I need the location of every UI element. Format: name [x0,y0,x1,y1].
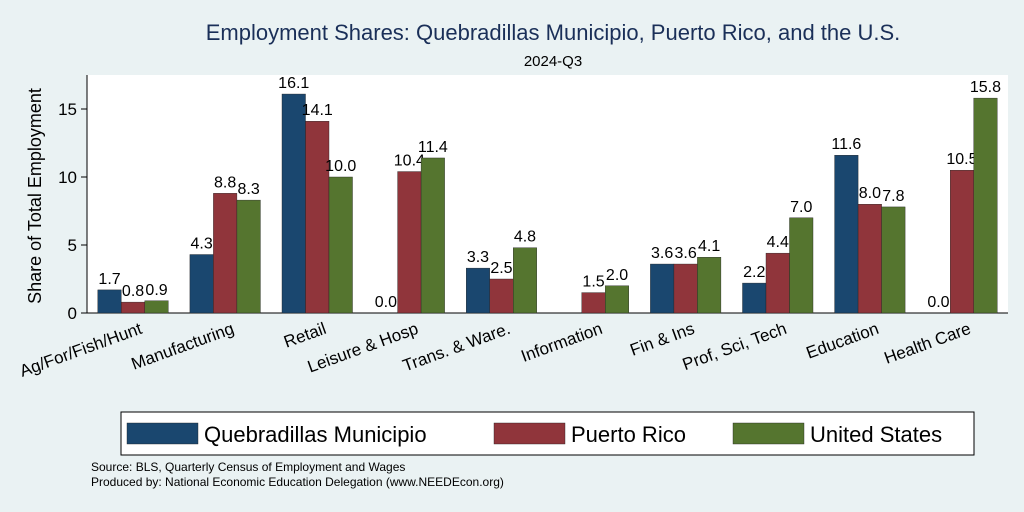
bar-value-label: 8.8 [214,174,236,191]
bar [973,97,998,314]
bar [420,157,445,314]
x-tick-label: Prof, Sci, Tech [680,319,789,374]
y-tick-label: 5 [68,236,77,255]
bar [697,257,722,314]
bar [834,155,859,314]
x-tick-label: Manufacturing [129,319,237,374]
x-tick-label: Education [804,319,882,363]
legend: Quebradillas Municipio Puerto Rico United … [120,411,975,456]
bar-value-label: 11.6 [831,136,861,153]
bar [581,292,606,314]
bar-value-label: 4.8 [514,229,536,246]
bar-value-label: 7.8 [882,188,904,205]
y-tick-label: 0 [68,304,77,323]
bar-value-label: 10.4 [394,153,425,170]
bar-value-label: 2.0 [606,267,628,284]
bar [605,285,629,314]
x-tick-label: Retail [281,319,328,352]
bar [281,93,306,314]
bar-value-label: 3.6 [651,245,673,262]
bar-value-label: 14.1 [302,102,333,119]
bar [305,121,330,314]
bar-value-label: 8.3 [238,181,260,198]
bar-value-label: 0.9 [145,282,167,299]
bar-value-label: 0.0 [927,294,949,311]
bar-value-label: 0.8 [122,283,144,300]
x-tick-label: Information [519,319,605,366]
bar [513,247,537,314]
bar [742,282,767,314]
chart-title: Employment Shares: Quebradillas Municipi… [206,20,901,45]
bar-value-label: 16.1 [278,75,309,92]
legend-swatch [126,422,199,445]
plot-area: 0 5 10 15 1.70.8 0.9 Ag/For/Fish/Hunt 4.3 8.8 8.3… [17,75,1008,381]
bar [236,199,261,314]
bar-value-label: 10.0 [325,158,356,175]
bar-value-label: 15.8 [970,79,1001,96]
bar [857,203,882,314]
bar-value-label: 3.6 [675,245,697,262]
bar [673,263,698,314]
y-tick-label: 10 [58,168,77,187]
bar [650,263,675,314]
y-tick-label: 15 [58,100,77,119]
bar-value-label: 1.5 [582,274,604,291]
bar [789,217,814,314]
bar [189,254,214,314]
bar [144,300,169,314]
x-tick-label: Health Care [882,319,974,368]
chart-subtitle: 2024-Q3 [524,53,582,70]
bar-chart: Employment Shares: Quebradillas Municipi… [17,20,1008,456]
bar-value-label: 4.4 [767,234,789,251]
source-note: Source: BLS, Quarterly Census of Employm… [91,460,406,474]
bar [328,176,353,314]
y-axis-label: Share of Total Employment [25,88,45,304]
bar-value-label: 3.3 [467,249,489,266]
bar [881,206,906,314]
bar-value-label: 0.0 [375,294,397,311]
bar-value-label: 10.5 [946,151,977,168]
bar [121,301,146,314]
legend-swatch [493,422,566,445]
bar [213,193,238,314]
legend-label: United States [810,422,942,447]
bar [765,252,790,314]
bar-value-label: 1.7 [98,271,120,288]
bar-value-label: 7.0 [790,199,812,216]
bar-value-label: 8.0 [859,185,881,202]
bar [397,171,422,314]
bar [489,278,514,314]
bar-value-label: 2.5 [490,260,512,277]
x-tick-label: Ag/For/Fish/Hunt [17,319,144,381]
bar [97,289,122,314]
produced-by-note: Produced by: National Economic Education… [91,475,504,489]
legend-swatch [732,422,805,445]
bar-value-label: 4.3 [191,236,213,253]
bar [466,267,490,314]
footer: Source: BLS, Quarterly Census of Employm… [91,460,504,490]
bar-value-label: 11.4 [418,139,448,156]
legend-label: Quebradillas Municipio [204,422,427,447]
legend-label: Puerto Rico [571,422,686,447]
bar-value-label: 4.1 [698,238,720,255]
bar [950,169,974,314]
bar-value-label: 2.2 [743,264,765,281]
